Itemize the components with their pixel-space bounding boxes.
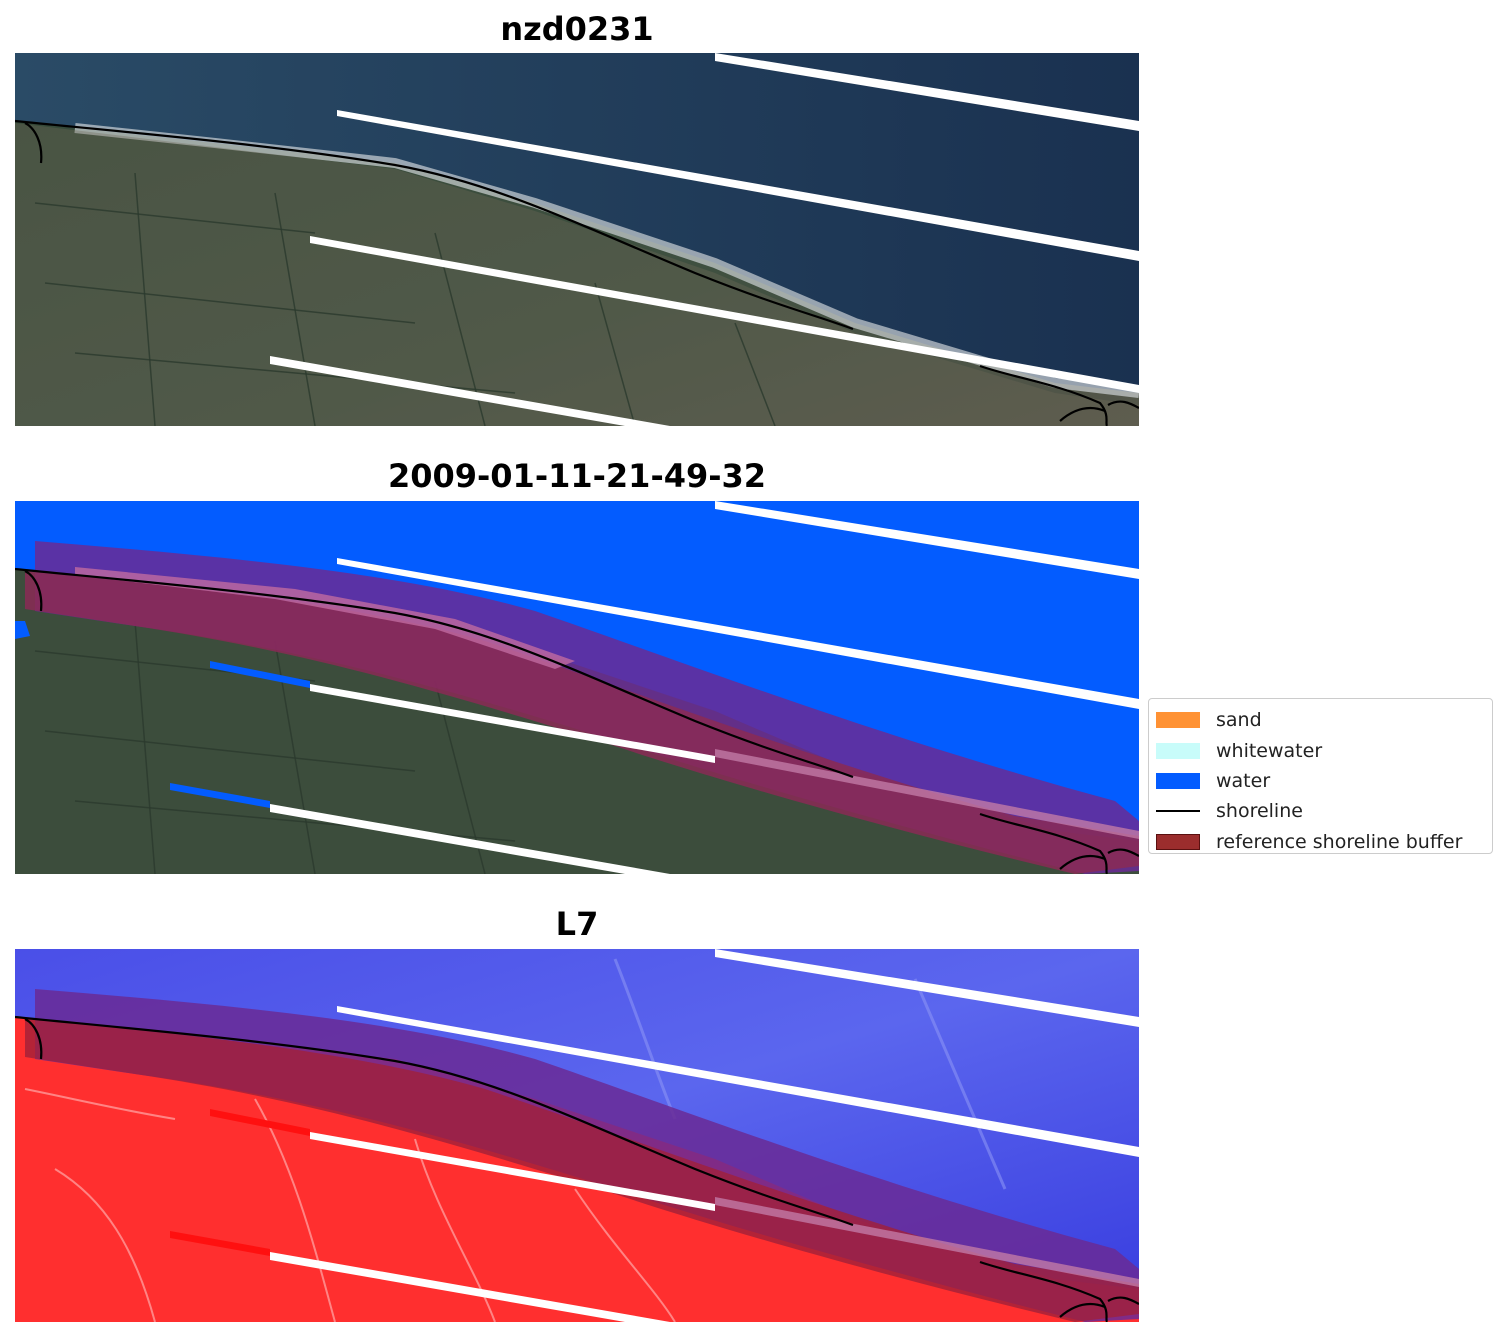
legend-swatch-sand — [1156, 712, 1200, 729]
legend-swatch-water — [1156, 772, 1200, 789]
beach-strip — [15, 123, 1139, 426]
classified-image-panel — [15, 501, 1139, 874]
legend-label-shoreline: shoreline — [1216, 800, 1303, 823]
scan-line-gaps — [270, 53, 1139, 426]
panel-title-1: nzd0231 — [500, 10, 654, 48]
legend-item-shoreline: shoreline — [1156, 796, 1492, 826]
rgb-image — [15, 53, 1139, 426]
ocean-area — [15, 53, 1139, 393]
scan-line-gaps — [270, 949, 1139, 1322]
sand-speckle — [75, 567, 575, 669]
legend-line-shoreline — [1156, 803, 1200, 819]
legend: sand whitewater water shoreline referenc… — [1148, 698, 1493, 854]
surf-zone — [74, 123, 1139, 398]
panel-title-3: L7 — [555, 905, 599, 943]
field-lines — [34, 172, 776, 426]
shoreline — [15, 567, 854, 779]
legend-swatch-whitewater — [1156, 742, 1200, 759]
legend-label-reference-buffer: reference shoreline buffer — [1216, 830, 1463, 853]
legend-item-water: water — [1156, 766, 1492, 796]
panel-title-2: 2009-01-11-21-49-32 — [387, 457, 767, 495]
legend-item-whitewater: whitewater — [1156, 735, 1492, 765]
legend-label-whitewater: whitewater — [1216, 739, 1323, 762]
index-image-panel — [15, 949, 1139, 1322]
classified-image — [15, 501, 1139, 874]
legend-label-water: water — [1216, 769, 1271, 792]
rgb-image-panel — [15, 53, 1139, 426]
legend-item-reference-buffer: reference shoreline buffer — [1156, 827, 1492, 857]
legend-swatch-reference-buffer — [1156, 833, 1200, 850]
shoreline — [15, 1015, 854, 1227]
buffer-landward — [25, 569, 1139, 874]
shoreline — [15, 119, 854, 331]
scan-line-gaps — [270, 501, 1139, 874]
legend-label-sand: sand — [1216, 709, 1262, 732]
legend-item-sand: sand — [1156, 705, 1492, 735]
index-image — [15, 949, 1139, 1322]
buffer-landward — [25, 1017, 1139, 1322]
